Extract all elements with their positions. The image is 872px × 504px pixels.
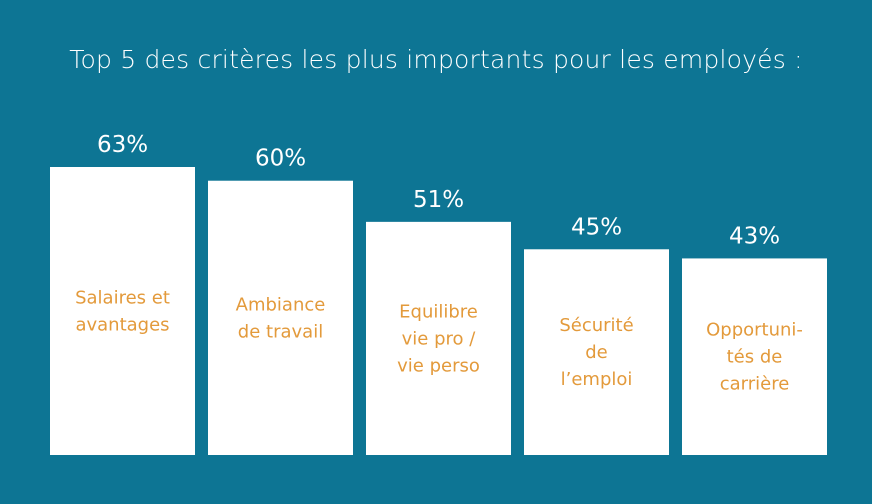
category-label-line: Equilibre	[399, 301, 478, 322]
chart-title: Top 5 des critères les plus importants p…	[69, 45, 803, 74]
category-label-line: avantages	[75, 315, 169, 336]
category-label-1: Salaires et avantages	[75, 288, 170, 336]
category-label-line: l’emploi	[561, 369, 633, 390]
category-label-line: Ambiance	[236, 294, 326, 315]
category-label-4: Sécurité de l’emploi	[559, 315, 633, 390]
category-label-line: de	[585, 342, 608, 363]
bar-4	[524, 249, 669, 455]
category-label-line: Salaires et	[75, 288, 170, 309]
value-label-1: 63%	[97, 132, 148, 158]
bar-5	[682, 258, 827, 455]
category-label-2: Ambiance de travail	[236, 294, 326, 342]
bar-1	[50, 167, 195, 455]
category-label-5: Opportuni-tés de carrière	[706, 320, 803, 395]
value-label-5: 43%	[729, 223, 780, 249]
category-label-line: tés de	[727, 347, 783, 368]
value-label-2: 60%	[255, 146, 306, 172]
bar-3	[366, 221, 511, 455]
value-label-3: 51%	[413, 187, 464, 213]
category-label-line: vie perso	[397, 355, 480, 376]
category-label-line: carrière	[720, 374, 790, 395]
category-label-line: vie pro /	[402, 328, 477, 349]
category-label-line: de travail	[238, 321, 323, 342]
bar-2	[208, 180, 353, 455]
category-label-line: Opportuni-	[706, 320, 803, 341]
category-label-3: Equilibre vie pro / vie perso	[397, 301, 480, 376]
value-label-4: 45%	[571, 214, 622, 240]
category-label-line: Sécurité	[559, 315, 633, 336]
